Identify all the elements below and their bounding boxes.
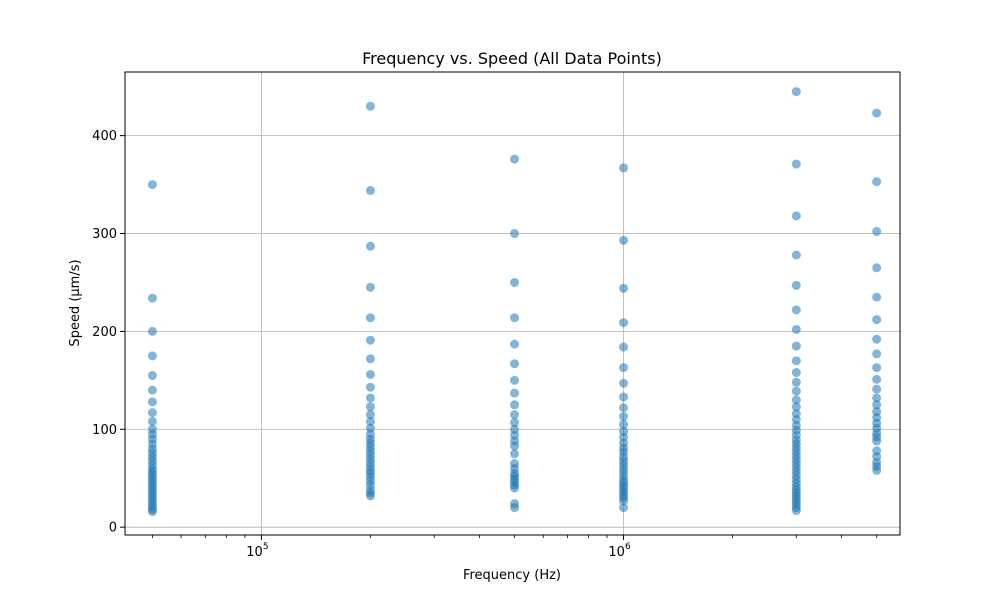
data-point [147, 293, 157, 303]
data-point [365, 393, 375, 403]
data-point [147, 416, 157, 426]
data-point [619, 419, 629, 429]
data-point [791, 356, 801, 366]
data-point [619, 496, 629, 506]
data-point [791, 250, 801, 260]
data-point [510, 339, 520, 349]
y-tick-label: 200 [92, 325, 117, 340]
data-point [510, 441, 520, 451]
data-point [510, 375, 520, 385]
data-point [365, 369, 375, 379]
data-point [365, 101, 375, 111]
data-point [619, 342, 629, 352]
data-point [872, 363, 882, 373]
data-point [365, 402, 375, 412]
data-point [791, 377, 801, 387]
data-point [619, 235, 629, 245]
data-point [791, 159, 801, 169]
data-point [791, 506, 801, 516]
data-point [147, 351, 157, 361]
data-point [510, 503, 520, 513]
data-point [872, 315, 882, 325]
data-point [510, 229, 520, 239]
plot-frame [124, 71, 901, 536]
data-point [510, 388, 520, 398]
data-point [872, 292, 882, 302]
chart-title: Frequency vs. Speed (All Data Points) [362, 49, 662, 68]
data-point [510, 313, 520, 323]
data-point [619, 283, 629, 293]
data-point [872, 465, 882, 475]
data-point [365, 241, 375, 251]
data-point [872, 393, 882, 403]
data-point [365, 491, 375, 501]
data-point [872, 384, 882, 394]
data-point [365, 282, 375, 292]
y-tick-label: 100 [92, 423, 117, 438]
y-axis-ticks: 0 100 200 300 400 [92, 129, 125, 536]
y-tick-label: 300 [92, 227, 117, 242]
data-point [619, 403, 629, 413]
data-points [147, 87, 882, 517]
data-point [510, 410, 520, 420]
y-tick-label: 400 [92, 129, 117, 144]
data-point [872, 227, 882, 237]
data-point [147, 180, 157, 190]
data-point [365, 185, 375, 195]
data-point [872, 374, 882, 384]
data-point [872, 334, 882, 344]
data-point [147, 370, 157, 380]
data-point [791, 341, 801, 351]
data-point [147, 385, 157, 395]
data-point [872, 177, 882, 187]
data-point [619, 378, 629, 388]
data-point [619, 503, 629, 513]
data-point [872, 400, 882, 410]
x-axis-ticks: 105 106 [152, 535, 878, 560]
data-point [147, 408, 157, 418]
data-point [365, 416, 375, 426]
data-point [619, 318, 629, 328]
data-point [619, 412, 629, 422]
data-point [510, 277, 520, 287]
data-point [365, 354, 375, 364]
data-point [619, 163, 629, 173]
data-point [619, 363, 629, 373]
data-point [510, 400, 520, 410]
data-point [147, 507, 157, 517]
data-point [872, 108, 882, 118]
data-point [791, 395, 801, 405]
data-point [365, 382, 375, 392]
data-point [872, 436, 882, 446]
data-point [510, 154, 520, 164]
data-point [791, 402, 801, 412]
data-point [510, 483, 520, 493]
data-point [791, 368, 801, 378]
data-point [791, 305, 801, 315]
data-point [147, 397, 157, 407]
data-point [365, 335, 375, 345]
data-point [619, 392, 629, 402]
y-axis-label: Speed (µm/s) [68, 259, 83, 346]
data-point [791, 211, 801, 221]
y-tick-label: 0 [109, 521, 117, 536]
data-point [872, 349, 882, 359]
data-point [510, 359, 520, 369]
data-point [872, 263, 882, 273]
data-point [365, 410, 375, 420]
data-point [791, 324, 801, 334]
data-point [365, 313, 375, 323]
data-point [791, 87, 801, 97]
data-point [510, 449, 520, 459]
data-point [510, 417, 520, 427]
data-point [147, 326, 157, 336]
x-tick-label: 106 [608, 542, 631, 560]
data-point [791, 280, 801, 290]
x-axis-label: Frequency (Hz) [463, 568, 561, 583]
x-tick-label: 105 [246, 542, 268, 560]
data-point [791, 386, 801, 396]
